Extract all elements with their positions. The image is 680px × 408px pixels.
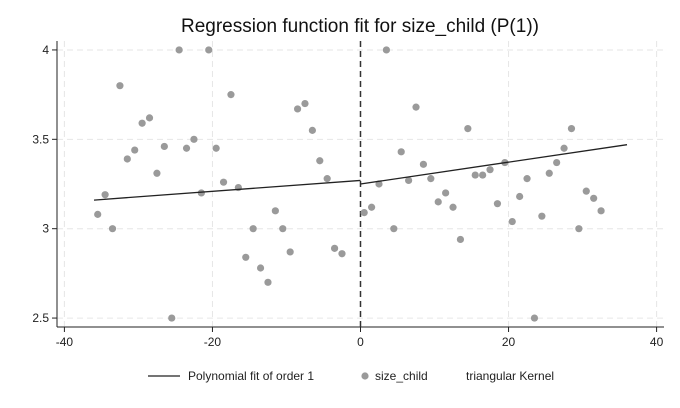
- fit-line-segment: [93, 179, 361, 201]
- data-point: [316, 157, 324, 165]
- data-point: [493, 200, 502, 208]
- data-point: [242, 253, 250, 261]
- x-tick-label: -40: [56, 335, 74, 349]
- data-point: [412, 103, 420, 111]
- data-point: [101, 191, 109, 199]
- data-point: [160, 142, 168, 151]
- data-point: [271, 207, 279, 215]
- data-point: [553, 158, 561, 167]
- fit-line-segment: [360, 144, 628, 185]
- data-point: [516, 192, 524, 201]
- data-point: [597, 207, 605, 215]
- data-point: [471, 171, 479, 179]
- x-tick-label: -20: [204, 335, 222, 349]
- data-point: [256, 264, 265, 272]
- data-point: [382, 46, 391, 54]
- data-point: [545, 169, 553, 177]
- y-tick-label: 2.5: [32, 311, 49, 325]
- x-tick-label: 20: [502, 335, 516, 349]
- data-point: [286, 248, 294, 256]
- axes: 2.5 3 3.5 4 -40 -20 0 20 40: [32, 41, 664, 349]
- data-point: [116, 82, 124, 90]
- data-point: [419, 160, 428, 168]
- x-tick-label: 40: [650, 335, 664, 349]
- scatter-points: [94, 46, 605, 322]
- legend-marker-swatch: [361, 372, 369, 380]
- data-point: [360, 209, 368, 217]
- data-point: [279, 225, 287, 233]
- legend-label-fit: Polynomial fit of order 1: [188, 369, 314, 383]
- data-point: [560, 144, 568, 152]
- legend-label-points: size_child: [375, 369, 428, 383]
- data-point: [94, 210, 102, 218]
- data-point: [205, 46, 213, 54]
- data-point: [479, 171, 487, 179]
- data-point: [427, 175, 435, 183]
- data-point: [182, 144, 191, 152]
- y-tick-label: 3: [42, 222, 49, 236]
- data-point: [338, 250, 346, 258]
- data-point: [108, 225, 117, 233]
- data-point: [390, 225, 398, 233]
- data-point: [405, 176, 413, 185]
- data-point: [486, 166, 494, 174]
- x-tick-label: 0: [357, 335, 364, 349]
- y-tick-label: 4: [42, 43, 49, 57]
- data-point: [508, 217, 516, 226]
- data-point: [227, 91, 235, 99]
- data-point: [375, 180, 383, 188]
- legend-label-kernel: triangular Kernel: [466, 369, 554, 383]
- y-tick-label: 3.5: [32, 132, 49, 146]
- data-point: [264, 278, 272, 286]
- data-point: [523, 175, 531, 183]
- data-point: [212, 144, 220, 152]
- data-point: [434, 198, 442, 206]
- data-point: [442, 189, 450, 197]
- data-point: [567, 124, 576, 133]
- data-point: [249, 225, 257, 233]
- data-point: [131, 146, 139, 154]
- data-point: [330, 244, 339, 252]
- data-point: [190, 135, 198, 143]
- data-point: [219, 178, 228, 186]
- legend: Polynomial fit of order 1 size_child trian…: [148, 369, 554, 383]
- fit-lines: [93, 144, 628, 201]
- data-point: [575, 225, 583, 233]
- data-point: [293, 105, 302, 113]
- data-point: [123, 155, 131, 163]
- gridlines: [57, 41, 664, 327]
- data-point: [175, 46, 183, 54]
- data-point: [308, 126, 316, 134]
- data-point: [168, 314, 176, 322]
- data-point: [464, 124, 472, 133]
- data-point: [530, 314, 539, 322]
- data-point: [456, 235, 465, 244]
- data-point: [368, 203, 376, 211]
- data-point: [197, 189, 205, 197]
- data-point: [138, 119, 146, 127]
- data-point: [590, 194, 598, 202]
- data-point: [301, 99, 309, 108]
- data-point: [153, 169, 161, 177]
- data-point: [538, 212, 546, 220]
- data-point: [397, 148, 405, 156]
- data-point: [582, 187, 590, 195]
- data-point: [145, 114, 154, 122]
- chart-title: Regression function fit for size_child (…: [181, 16, 539, 37]
- data-point: [323, 175, 331, 183]
- data-point: [449, 203, 457, 211]
